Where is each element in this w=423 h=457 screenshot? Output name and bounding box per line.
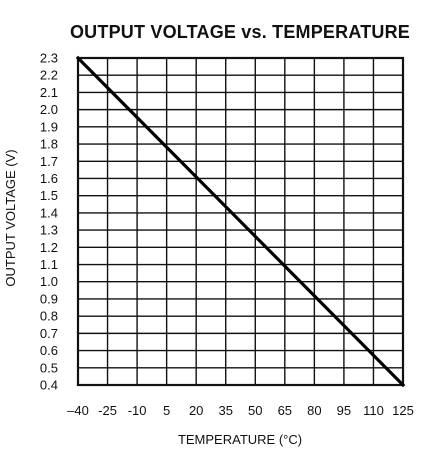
x-axis-label: TEMPERATURE (°C) <box>178 432 302 447</box>
y-tick-label: 1.3 <box>40 223 58 238</box>
y-tick-label: 1.4 <box>40 205 58 220</box>
y-axis-label: OUTPUT VOLTAGE (V) <box>3 149 18 286</box>
x-tick-label: 50 <box>248 403 262 418</box>
y-tick-label: 1.8 <box>40 137 58 152</box>
x-tick-label: -25 <box>98 403 117 418</box>
chart-title: OUTPUT VOLTAGE vs. TEMPERATURE <box>70 22 410 42</box>
x-tick-label: 80 <box>307 403 321 418</box>
y-tick-label: 0.8 <box>40 309 58 324</box>
y-tick-label: 1.5 <box>40 188 58 203</box>
x-tick-label: 65 <box>278 403 292 418</box>
y-tick-label: 1.1 <box>40 257 58 272</box>
output-voltage-line <box>75 55 406 388</box>
x-tick-label: 95 <box>337 403 351 418</box>
x-tick-label: –40 <box>67 403 89 418</box>
y-tick-label: 2.1 <box>40 85 58 100</box>
y-tick-label: 0.4 <box>40 378 58 393</box>
x-tick-label: -10 <box>128 403 147 418</box>
x-tick-label: 20 <box>189 403 203 418</box>
y-tick-label: 1.0 <box>40 274 58 289</box>
y-tick-label: 2.0 <box>40 102 58 117</box>
x-tick-labels: –40 -25 -10 5 20 35 50 65 80 95 110 125 <box>67 403 414 418</box>
y-tick-label: 2.3 <box>40 51 58 66</box>
x-tick-label: 5 <box>163 403 170 418</box>
x-tick-label: 35 <box>218 403 232 418</box>
plot-frame <box>76 56 405 387</box>
y-tick-label: 2.2 <box>40 68 58 83</box>
y-tick-label: 1.6 <box>40 171 58 186</box>
y-tick-label: 0.5 <box>40 360 58 375</box>
y-tick-label: 0.7 <box>40 326 58 341</box>
y-tick-label: 1.9 <box>40 119 58 134</box>
y-tick-label: 0.9 <box>40 291 58 306</box>
x-tick-label: 125 <box>392 403 414 418</box>
y-tick-label: 1.7 <box>40 154 58 169</box>
y-tick-label: 1.2 <box>40 240 58 255</box>
x-tick-label: 110 <box>363 403 384 418</box>
y-tick-labels: 2.3 2.2 2.1 2.0 1.9 1.8 1.7 1.6 1.5 1.4 1.3 1.2 1.1 1… <box>40 51 58 393</box>
y-tick-label: 0.6 <box>40 343 58 358</box>
